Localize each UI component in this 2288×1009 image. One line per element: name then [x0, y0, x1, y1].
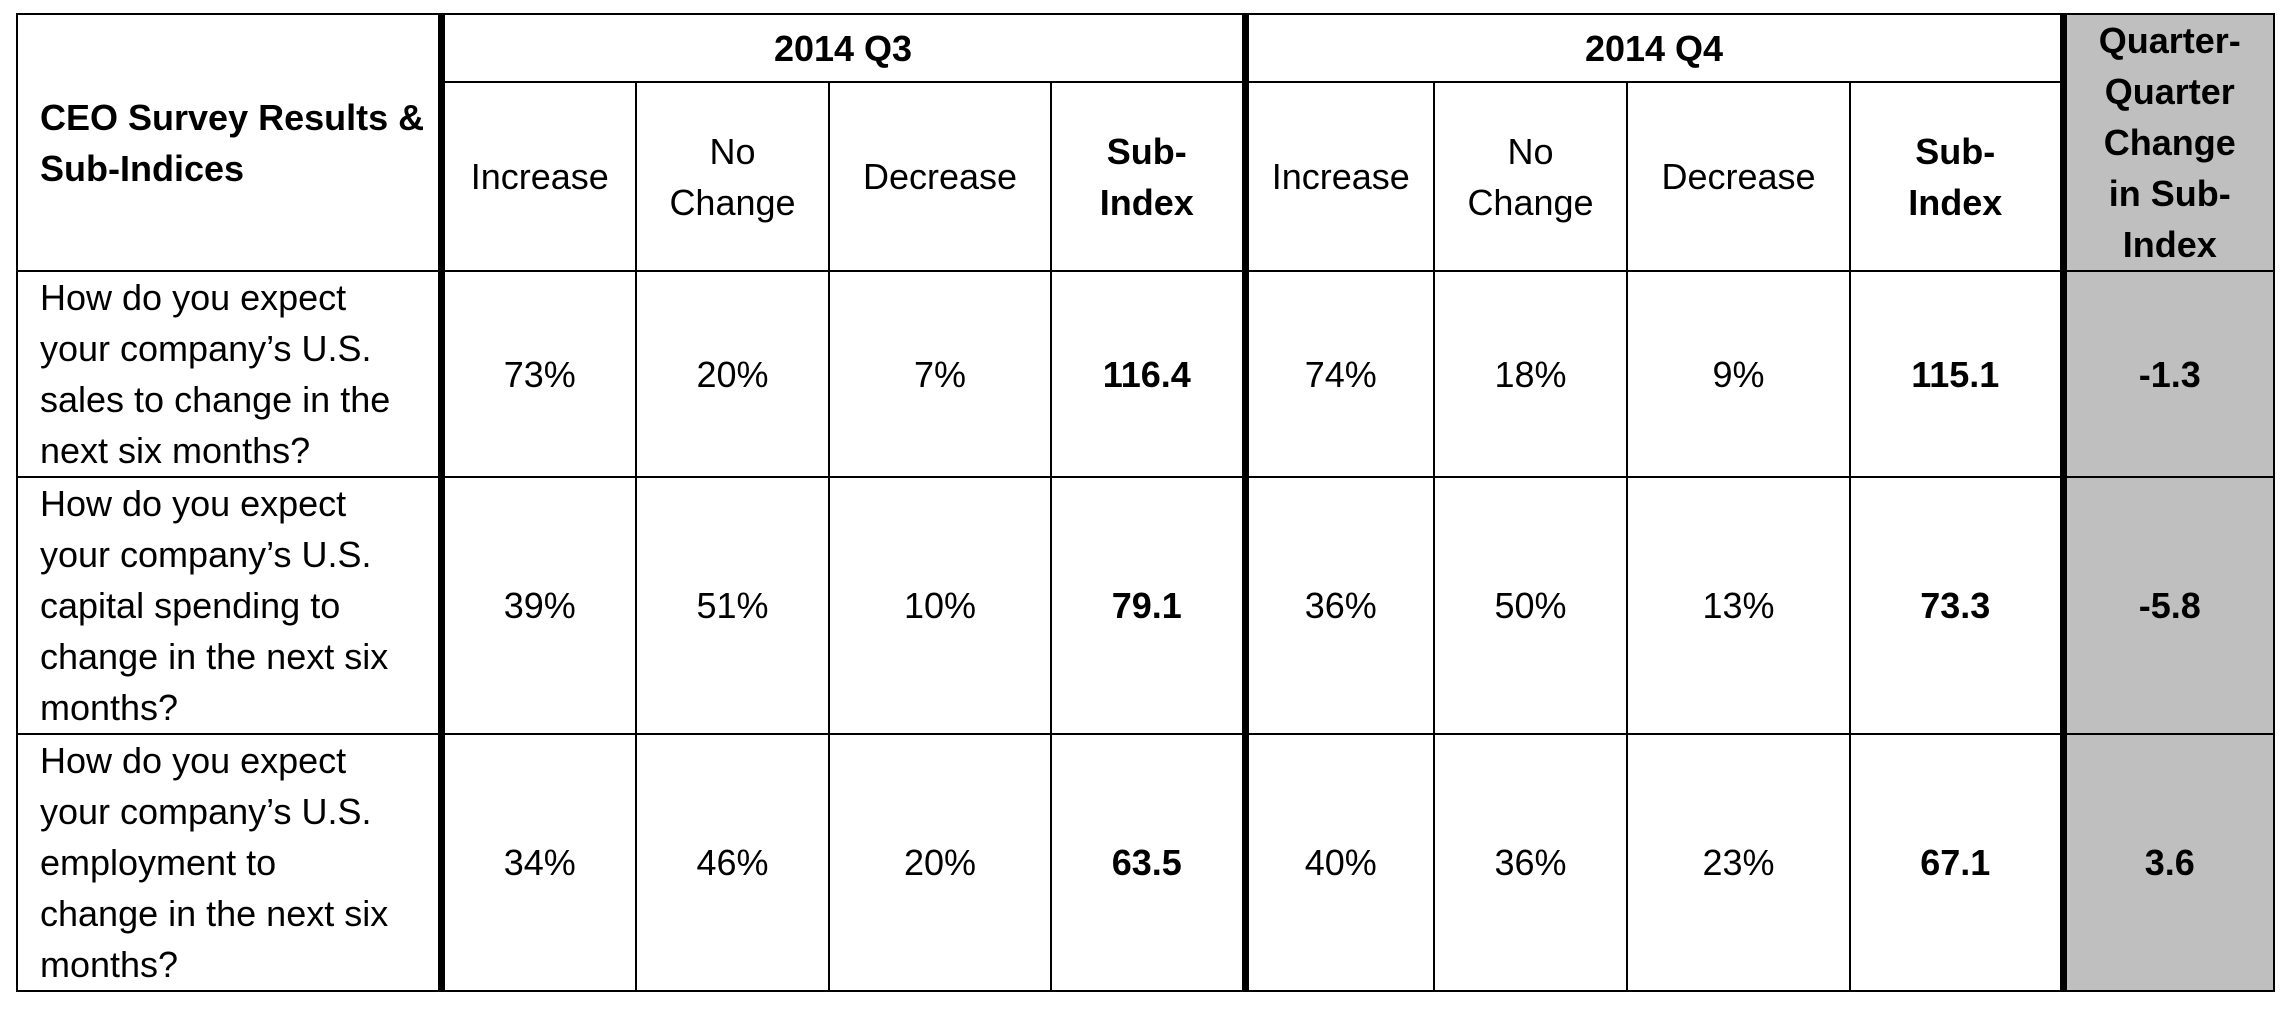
col-header-q4-no-change: No Change: [1433, 81, 1628, 272]
cell-change: 3.6: [2062, 733, 2275, 992]
cell-q3-increase: 73%: [440, 270, 637, 478]
period-header-q4: 2014 Q4: [1241, 12, 2067, 84]
cell-q4-sub-index: 115.1: [1849, 270, 2067, 478]
table-title: CEO Survey Results & Sub-Indices: [16, 13, 445, 272]
cell-change: -5.8: [2062, 476, 2275, 735]
cell-q3-sub-index: 63.5: [1050, 733, 1246, 992]
cell-q3-decrease: 10%: [828, 476, 1052, 735]
question-employment: How do you expect your company’s U.S. em…: [16, 733, 445, 992]
cell-q4-no-change: 50%: [1433, 476, 1628, 735]
table-row: How do you expect your company’s U.S. sa…: [16, 270, 2275, 478]
col-header-q4-increase: Increase: [1241, 81, 1435, 272]
col-header-q3-sub-index: Sub- Index: [1050, 81, 1246, 272]
cell-q4-no-change: 18%: [1433, 270, 1628, 478]
col-header-q4-sub-index: Sub- Index: [1849, 81, 2067, 272]
cell-q4-increase: 74%: [1241, 270, 1435, 478]
cell-q4-increase: 40%: [1241, 733, 1435, 992]
cell-q4-decrease: 13%: [1626, 476, 1851, 735]
cell-q3-no-change: 20%: [635, 270, 830, 478]
change-header: Quarter- Quarter Change in Sub- Index: [2062, 13, 2275, 272]
ceo-survey-table: CEO Survey Results & Sub-Indices 2014 Q3…: [16, 12, 2275, 992]
table-row: How do you expect your company’s U.S. ca…: [16, 476, 2275, 735]
cell-q4-sub-index: 67.1: [1849, 733, 2067, 992]
cell-q4-sub-index: 73.3: [1849, 476, 2067, 735]
cell-change: -1.3: [2062, 270, 2275, 478]
header-row-periods: CEO Survey Results & Sub-Indices 2014 Q3…: [16, 12, 2275, 272]
period-header-q3: 2014 Q3: [440, 12, 1246, 84]
cell-q3-no-change: 46%: [635, 733, 830, 992]
col-header-q3-no-change: No Change: [635, 81, 830, 272]
cell-q3-increase: 39%: [440, 476, 637, 735]
table-row: How do you expect your company’s U.S. em…: [16, 733, 2275, 992]
cell-q3-increase: 34%: [440, 733, 637, 992]
cell-q3-sub-index: 79.1: [1050, 476, 1246, 735]
header-row-columns: Increase No Change Decrease Sub- Index Inc…: [17, 81, 2274, 272]
cell-q4-decrease: 9%: [1626, 270, 1851, 478]
col-header-q3-decrease: Decrease: [828, 81, 1052, 272]
col-header-q3-increase: Increase: [440, 81, 637, 272]
cell-q3-decrease: 7%: [828, 270, 1052, 478]
cell-q3-decrease: 20%: [828, 733, 1052, 992]
cell-q4-increase: 36%: [1241, 476, 1435, 735]
cell-q4-decrease: 23%: [1626, 733, 1851, 992]
cell-q3-sub-index: 116.4: [1050, 270, 1246, 478]
cell-q4-no-change: 36%: [1433, 733, 1628, 992]
cell-q3-no-change: 51%: [635, 476, 830, 735]
col-header-q4-decrease: Decrease: [1626, 81, 1851, 272]
question-capital-spending: How do you expect your company’s U.S. ca…: [16, 476, 445, 735]
question-sales: How do you expect your company’s U.S. sa…: [16, 270, 445, 478]
